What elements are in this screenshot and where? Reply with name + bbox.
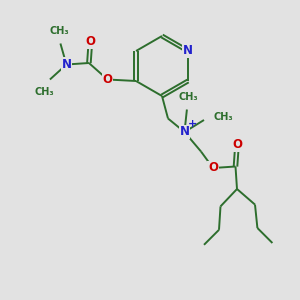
Text: CH₃: CH₃ [178, 92, 198, 102]
Text: O: O [103, 73, 112, 86]
Text: CH₃: CH₃ [213, 112, 233, 122]
Text: O: O [208, 161, 218, 175]
Text: N: N [183, 44, 193, 58]
Text: CH₃: CH₃ [49, 26, 69, 36]
Text: +: + [188, 119, 196, 130]
Text: O: O [232, 138, 242, 152]
Text: N: N [61, 58, 71, 71]
Text: O: O [85, 35, 95, 48]
Text: CH₃: CH₃ [34, 87, 54, 97]
Text: N: N [179, 125, 190, 139]
